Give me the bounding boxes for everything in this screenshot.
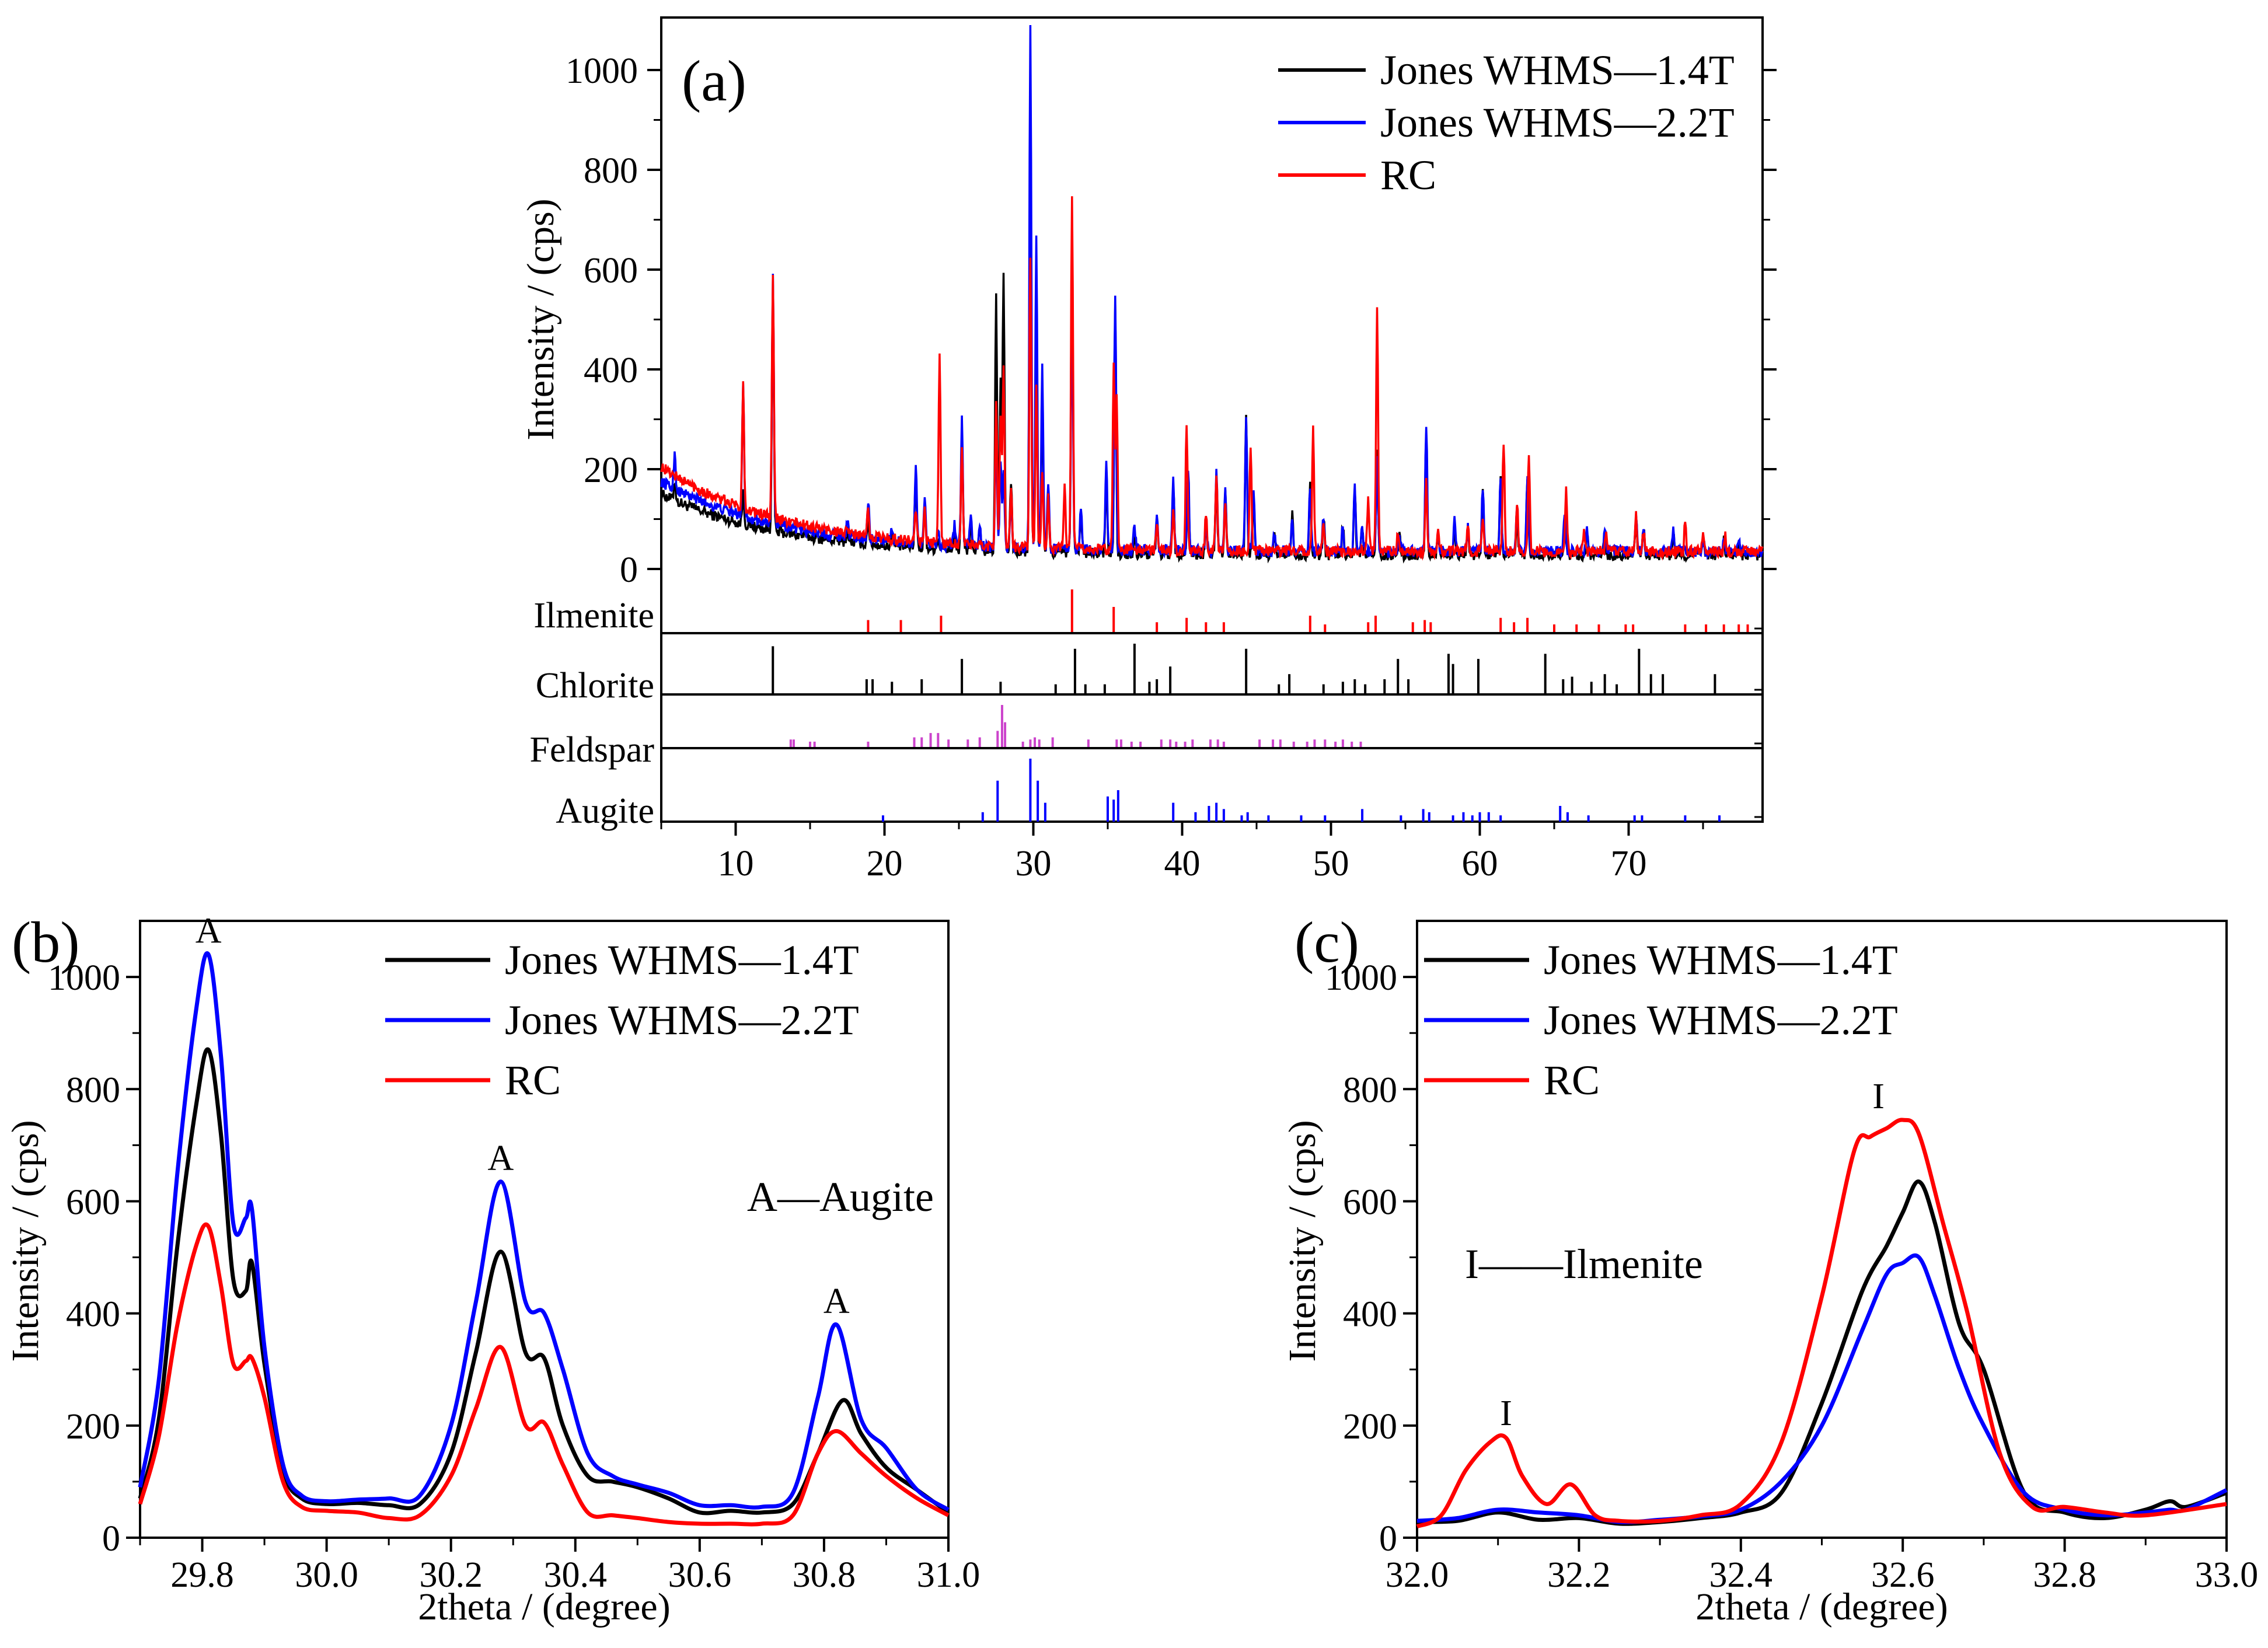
phase-annotation: A—Augite [747, 1174, 934, 1220]
y-axis-title: Intensity / (cps) [519, 198, 562, 440]
series-line-0 [138, 1047, 950, 1516]
x-tick-label: 33.0 [2195, 1555, 2259, 1595]
y-tick-label: 600 [584, 251, 638, 291]
x-tick-label: 20 [867, 844, 903, 884]
series-line-2 [138, 1222, 950, 1527]
y-axis-title: Intensity / (cps) [4, 1120, 47, 1361]
x-tick-label: 30.6 [668, 1555, 732, 1595]
x-tick-label: 32.6 [1871, 1555, 1935, 1595]
panel-label: (c) [1294, 910, 1359, 975]
x-tick-label: 30.4 [544, 1555, 608, 1595]
x-tick-label: 10 [718, 844, 754, 884]
x-tick-label: 50 [1313, 844, 1349, 884]
series-line-2 [660, 196, 1764, 561]
y-tick-label: 800 [66, 1070, 120, 1110]
series-line-1 [1416, 1253, 2228, 1524]
peak-mark-label: I [1872, 1077, 1885, 1116]
panel-b: 0 200 400 600 800 1000 29.8 30.0 30.2 30.4 30.6 30.… [4, 910, 980, 1628]
x-tick-label: 40 [1164, 844, 1201, 884]
ref-name-augite: Augite [556, 791, 654, 831]
peak-mark-label: A [824, 1282, 850, 1321]
y-tick-label: 800 [584, 151, 638, 191]
y-tick-label: 1000 [566, 51, 638, 91]
y-tick-label: 200 [66, 1407, 120, 1447]
y-tick-label: 200 [1343, 1407, 1397, 1447]
y-tick-label: 600 [66, 1182, 120, 1222]
y-tick-label: 0 [102, 1519, 120, 1559]
y-tick-label: 400 [1343, 1295, 1397, 1335]
x-tick-label: 30.8 [793, 1555, 856, 1595]
legend-label-0: Jones WHMS—1.4T [1544, 937, 1898, 983]
y-tick-label: 800 [1343, 1070, 1397, 1110]
panel-label: (a) [682, 48, 746, 113]
x-tick-label: 32.4 [1709, 1555, 1773, 1595]
legend-label-1: Jones WHMS—2.2T [1380, 99, 1735, 146]
ref-name-feldspar: Feldspar [529, 730, 654, 770]
series-line-0 [1416, 1179, 2228, 1526]
y-tick-label: 600 [1343, 1182, 1397, 1222]
x-tick-label: 31.0 [917, 1555, 981, 1595]
series-line-2 [1416, 1118, 2227, 1529]
peak-mark-label: A [196, 912, 222, 951]
legend-label-0: Jones WHMS—1.4T [1380, 47, 1735, 93]
x-tick-label: 70 [1611, 844, 1647, 884]
y-tick-label: 400 [66, 1295, 120, 1335]
x-tick-label: 30.0 [295, 1555, 358, 1595]
legend-label-1: Jones WHMS—2.2T [1544, 997, 1898, 1043]
y-tick-label: 0 [1379, 1519, 1397, 1559]
series-line-1 [138, 951, 950, 1512]
y-tick-label: 1000 [1325, 958, 1397, 998]
x-tick-label: 32.2 [1547, 1555, 1611, 1595]
x-tick-label: 32.8 [2033, 1555, 2096, 1595]
x-tick-label: 30 [1016, 844, 1052, 884]
y-axis-title: Intensity / (cps) [1281, 1120, 1324, 1361]
ref-name-chlorite: Chlorite [536, 666, 654, 706]
legend-label-1: Jones WHMS—2.2T [505, 997, 859, 1043]
peak-mark-label: I [1500, 1394, 1512, 1433]
panel-a: 0 200 400 600 800 1000 10 20 30 40 50 60 70 Intensity… [519, 16, 1777, 884]
y-tick-label: 200 [584, 451, 638, 490]
x-axis-title: 2theta / (degree) [1695, 1586, 1948, 1628]
x-tick-label: 29.8 [170, 1555, 234, 1595]
x-tick-label: 30.2 [419, 1555, 483, 1595]
y-tick-label: 400 [584, 351, 638, 390]
legend-label-0: Jones WHMS—1.4T [505, 937, 859, 983]
x-tick-label: 32.0 [1386, 1555, 1449, 1595]
legend-label-2: RC [1544, 1057, 1600, 1104]
peak-mark-label: A [488, 1139, 514, 1178]
panel-c: 0 200 400 600 800 1000 32.0 32.2 32.4 32.6 32.8 33.… [1281, 910, 2258, 1628]
y-tick-label: 1000 [48, 958, 120, 998]
legend-label-2: RC [1380, 152, 1436, 198]
plot-frame [139, 920, 950, 1539]
phase-annotation: I——Ilmenite [1465, 1241, 1703, 1287]
panel-label: (b) [12, 910, 80, 975]
ref-name-ilmenite: Ilmenite [533, 596, 654, 636]
x-tick-label: 60 [1462, 844, 1498, 884]
y-tick-label: 0 [620, 550, 638, 590]
legend-label-2: RC [505, 1057, 561, 1104]
x-axis-title: 2theta / (degree) [418, 1586, 670, 1628]
series-line-0 [660, 123, 1764, 564]
